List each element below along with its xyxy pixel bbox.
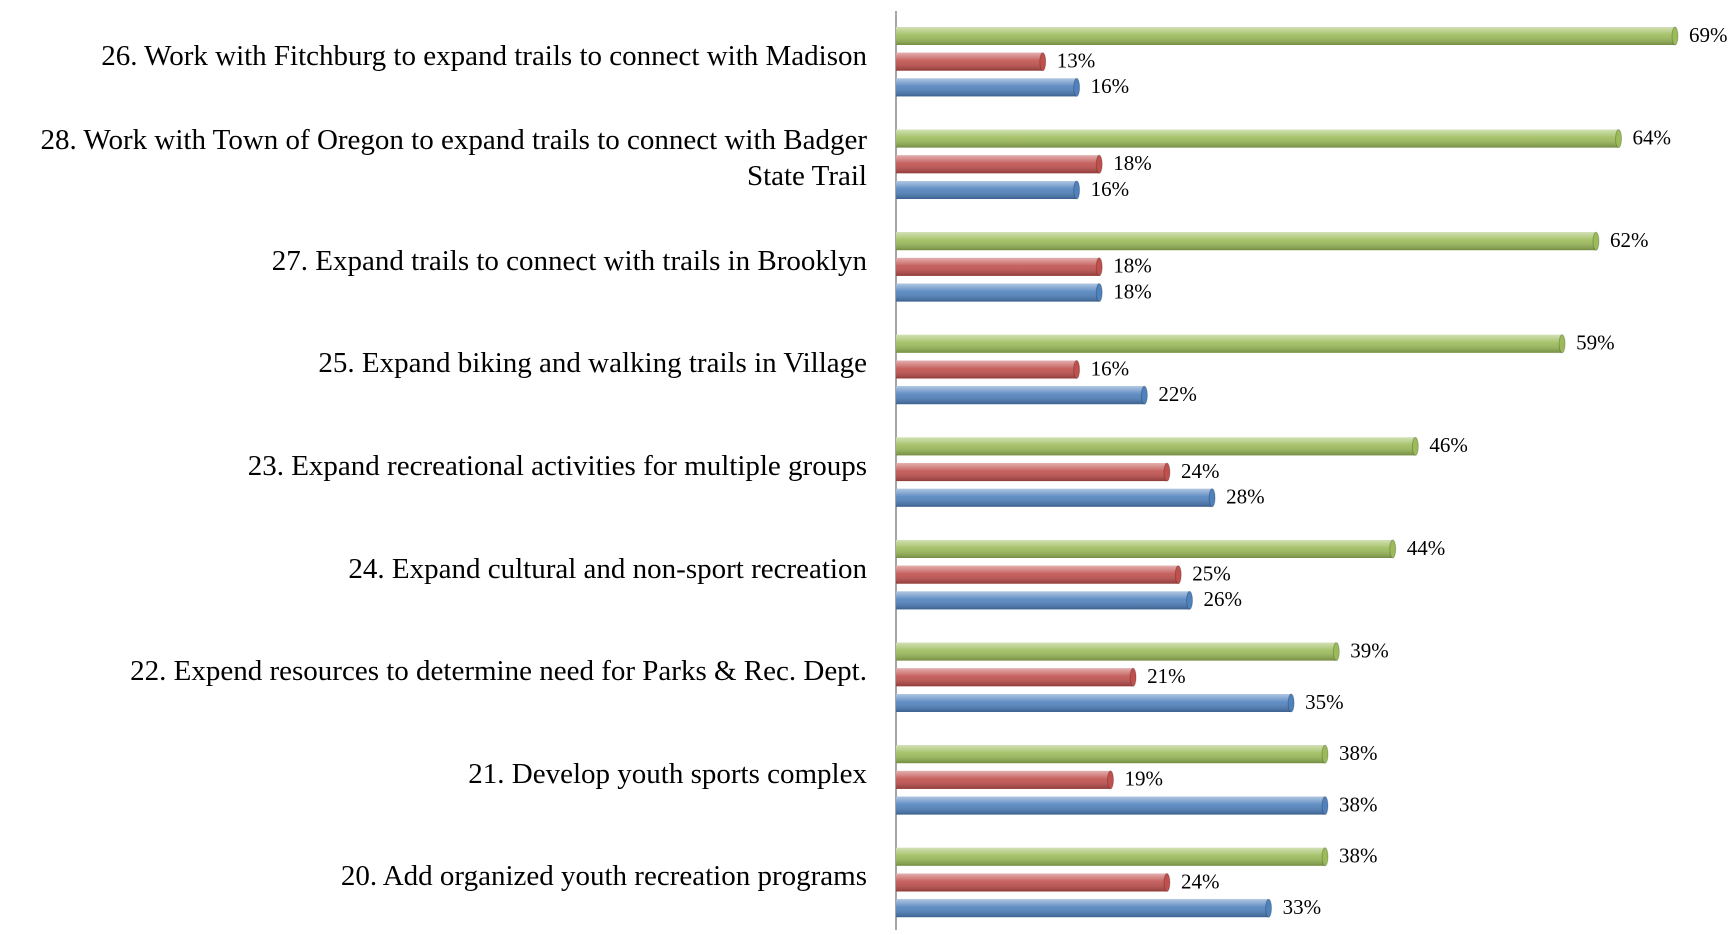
bar-cap [1558,334,1566,354]
category-label: 26. Work with Fitchburg to expand trails… [101,39,867,72]
value-label: 16% [1091,74,1130,98]
bar-cap [1321,847,1329,867]
value-label: 16% [1091,356,1130,380]
value-label: 35% [1305,690,1344,714]
value-label: 59% [1576,331,1615,355]
value-label: 18% [1113,279,1152,303]
bar-shine [896,78,1077,97]
bar-shine [896,873,1167,892]
category-label: 28. Work with Town of Oregon to expand t… [40,124,867,193]
value-label: 26% [1204,587,1243,611]
value-label: 28% [1226,485,1265,509]
bar-cap [1095,283,1103,303]
bar-shine [896,668,1134,687]
category-label: 27. Expand trails to connect with trails… [271,244,867,277]
value-label: 46% [1429,433,1468,457]
value-label: 18% [1113,254,1152,278]
value-label: 38% [1339,844,1378,868]
bar-shine [896,334,1563,353]
bar-shine [896,283,1100,302]
value-label: 62% [1610,228,1649,252]
value-label: 25% [1192,562,1231,586]
value-label: 19% [1125,767,1164,791]
bar-cap [1411,436,1419,456]
bar-shine [896,796,1326,815]
bar-cap [1265,898,1273,918]
bar-shine [896,155,1100,174]
bar-cap [1107,770,1115,790]
category-label: 22. Expend resources to determine need f… [130,655,867,688]
value-label: 38% [1339,792,1378,816]
category-label: 24. Expand cultural and non-sport recrea… [348,552,867,585]
bar-shine [896,181,1077,199]
bar-cap [1073,77,1081,97]
value-label: 21% [1147,664,1186,688]
bar-shine [896,232,1596,251]
bar-shine [896,129,1619,148]
value-label: 69% [1689,23,1728,47]
bar-shine [896,591,1190,610]
bar-cap [1615,129,1623,149]
bar-cap [1174,565,1182,585]
bar-cap [1186,590,1194,610]
value-label: 16% [1091,177,1130,201]
value-label: 44% [1407,536,1446,560]
bar-shine [896,899,1269,918]
value-label: 39% [1350,638,1389,662]
bar-shine [896,27,1675,45]
value-label: 38% [1339,741,1378,765]
bar-shine [896,694,1292,712]
bar-cap [1332,642,1340,662]
bar-cap [1140,385,1148,405]
bar-cap [1039,52,1047,72]
bar-cap [1095,257,1103,277]
bar-cap [1163,462,1171,482]
bar-cap [1592,231,1600,251]
bar-shine [896,386,1145,405]
bar-cap [1671,26,1679,46]
bar-cap [1321,796,1329,816]
bar-cap [1287,693,1295,713]
bar-cap [1163,873,1171,892]
value-label: 33% [1283,895,1322,919]
value-label: 24% [1181,459,1220,483]
value-label: 18% [1113,151,1152,175]
bar-shine [896,847,1326,866]
bar-shine [896,745,1326,764]
category-label: 25. Expand biking and walking trails in … [318,347,867,380]
bar-shine [896,437,1416,456]
bar-shine [896,488,1213,507]
value-label: 22% [1158,382,1197,406]
bar-cap [1321,744,1329,764]
bar-shine [896,565,1179,584]
bar-shine [896,770,1111,789]
value-label: 24% [1181,869,1220,893]
bar-cap [1095,154,1103,174]
bar-shine [896,642,1337,661]
category-label: 20. Add organized youth recreation progr… [340,860,867,893]
value-label: 13% [1057,49,1096,73]
bar-shine [896,257,1100,276]
bar-shine [896,540,1393,558]
bar-shine [896,463,1167,482]
bar-cap [1208,488,1216,508]
bar-shine [896,52,1043,71]
value-label: 64% [1633,125,1672,149]
bar-cap [1073,180,1081,200]
bar-cap [1389,539,1397,559]
bar-cap [1073,360,1081,379]
category-label: 21. Develop youth sports complex [468,757,867,790]
bar-cap [1129,667,1137,687]
bar-shine [896,360,1077,379]
category-label: 23. Expand recreational activities for m… [247,449,867,482]
